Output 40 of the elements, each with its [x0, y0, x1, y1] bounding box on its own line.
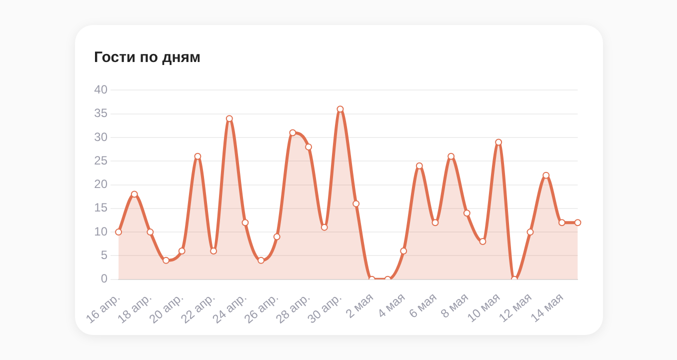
- point: [416, 162, 423, 170]
- point: [258, 256, 265, 264]
- point: [162, 256, 170, 264]
- point: [115, 228, 122, 236]
- point: [194, 152, 202, 160]
- chart-title: Гости по дням: [94, 49, 201, 66]
- point: [432, 219, 439, 226]
- y-tick-label: 15: [94, 200, 108, 215]
- point: [574, 219, 582, 226]
- point: [542, 172, 550, 179]
- point: [146, 228, 154, 236]
- point: [526, 228, 534, 236]
- x-tick-label: 6 мая: [406, 290, 440, 321]
- point: [130, 190, 138, 198]
- point: [352, 200, 360, 208]
- y-tick-label: 10: [94, 224, 108, 238]
- point: [463, 210, 470, 217]
- point: [305, 143, 312, 150]
- point: [273, 233, 280, 240]
- y-tick-label: 5: [100, 248, 108, 262]
- y-tick-label: 30: [94, 130, 108, 144]
- y-tick-label: 40: [94, 82, 108, 97]
- x-tick-label: 4 мая: [374, 290, 408, 321]
- point: [289, 129, 296, 136]
- point: [336, 106, 344, 113]
- point: [400, 247, 408, 254]
- y-tick-label: 35: [94, 106, 108, 120]
- x-tick-label: 2 мая: [342, 290, 376, 321]
- point: [479, 238, 486, 246]
- point: [558, 219, 566, 226]
- point: [495, 138, 502, 146]
- point: [210, 247, 218, 254]
- y-tick-label: 0: [100, 272, 108, 286]
- point: [448, 152, 455, 160]
- point: [178, 247, 186, 254]
- point: [226, 115, 233, 122]
- y-tick-label: 25: [94, 153, 108, 168]
- y-tick-label: 20: [94, 177, 108, 192]
- point: [242, 219, 249, 226]
- point: [320, 224, 328, 231]
